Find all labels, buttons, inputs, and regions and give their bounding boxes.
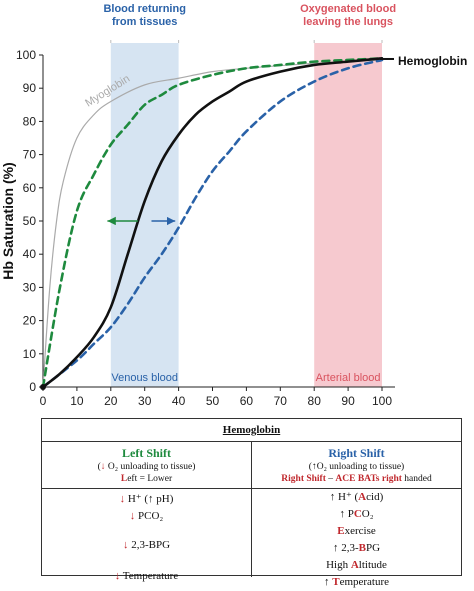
left-shift-item: ↓ 2,3-BPG (122, 539, 171, 551)
x-tick-label-50: 50 (206, 394, 220, 408)
right-shift-header: Right Shift (↑O₂ unloading to tissue) Ri… (252, 442, 461, 488)
curves-layer (40, 57, 384, 390)
table-header: Left Shift (↓ O₂ unloading to tissue) Le… (42, 442, 461, 489)
x-tick-label-80: 80 (308, 394, 322, 408)
shift-table: Hemoglobin Left Shift (↓ O₂ unloading to… (41, 418, 462, 588)
y-tick-label-60: 60 (23, 181, 37, 195)
left-shift-item: ↓ H⁺ (↑ pH) (119, 493, 174, 505)
right-shift-sub2: Right Shift – ACE BATs right handed (281, 474, 432, 484)
x-tick-label-40: 40 (172, 394, 186, 408)
x-tick-label-60: 60 (240, 394, 254, 408)
band-0-top-label-1: from tissues (112, 16, 177, 28)
bands-layer (110, 40, 383, 387)
table-title: Hemoglobin (42, 419, 461, 442)
y-tick-label-90: 90 (23, 81, 37, 95)
right-shift-sub1: (↑O₂ unloading to tissue) (308, 462, 405, 472)
origin-point (40, 384, 46, 390)
series-line-1 (42, 59, 383, 388)
y-tick-label-30: 30 (23, 280, 37, 294)
y-tick-label-70: 70 (23, 148, 37, 162)
right-shift-item: ↑ PCO₂ (339, 508, 374, 520)
left-shift-sub1: (↓ O₂ unloading to tissue) (97, 462, 196, 472)
series-line-0 (41, 57, 384, 389)
right-shift-item: ↑ 2,3-BPG (332, 542, 381, 554)
x-tick-label-70: 70 (274, 394, 288, 408)
series-line-2 (41, 57, 384, 389)
band-1-top-label-1: leaving the lungs (303, 16, 393, 28)
table-body: ↓ H⁺ (↑ pH) ↓ PCO₂ ↓ 2,3-BPG ↓ Temperature … (42, 489, 461, 588)
right-shift-item: ↑ H⁺ (Acid) (329, 491, 384, 503)
y-tick-label-50: 50 (23, 214, 37, 228)
x-tick-label-90: 90 (341, 394, 355, 408)
right-shift-list: ↑ H⁺ (Acid) ↑ PCO₂ Exercise ↑ 2,3-BPG High A… (252, 489, 461, 588)
band-0 (110, 43, 179, 387)
right-shift-item: ↑ Temperature (323, 576, 390, 588)
right-shift-item: Exercise (337, 525, 376, 537)
x-tick-label-10: 10 (70, 394, 84, 408)
x-tick-label-20: 20 (104, 394, 118, 408)
left-shift-list: ↓ H⁺ (↑ pH) ↓ PCO₂ ↓ 2,3-BPG ↓ Temperature (42, 489, 252, 582)
x-tick-label-100: 100 (372, 394, 392, 408)
left-shift-heading: Left Shift (122, 446, 171, 460)
band-1-bottom-label: Arterial blood (316, 372, 381, 384)
hemoglobin-label: Hemoglobin (398, 54, 467, 68)
y-tick-label-80: 80 (23, 114, 37, 128)
series-line-3 (41, 58, 384, 389)
right-shift-item: High Altitude (326, 559, 387, 571)
left-shift-sub2: Left = Lower (120, 474, 173, 484)
left-shift-item: ↓ PCO₂ (129, 510, 164, 522)
band-0-top-label-0: Blood returning (103, 3, 186, 15)
x-tick-label-30: 30 (138, 394, 152, 408)
axes-layer: 0 10 20 30 40 50 60 70 80 90 100 0 10 20 30 40 50 60 70 80 9… (16, 48, 395, 408)
y-tick-label-20: 20 (23, 314, 37, 328)
band-1 (314, 43, 382, 387)
y-tick-label-100: 100 (16, 48, 36, 62)
x-tick-label-0: 0 (40, 394, 47, 408)
y-tick-label-10: 10 (23, 347, 37, 361)
left-shift-item: ↓ Temperature (114, 570, 179, 582)
y-axis-label: Hb Saturation (%) (0, 162, 16, 279)
y-tick-label-40: 40 (23, 247, 37, 261)
left-shift-header: Left Shift (↓ O₂ unloading to tissue) Le… (42, 442, 252, 488)
y-tick-label-0: 0 (29, 380, 36, 394)
right-shift-heading: Right Shift (328, 446, 385, 460)
band-1-top-label-0: Oxygenated blood (300, 3, 396, 15)
oxygen-dissociation-chart: 0 10 20 30 40 50 60 70 80 90 100 0 10 20 30 40 50 60 70 80 9… (0, 3, 467, 408)
band-0-bottom-label: Venous blood (111, 372, 178, 384)
